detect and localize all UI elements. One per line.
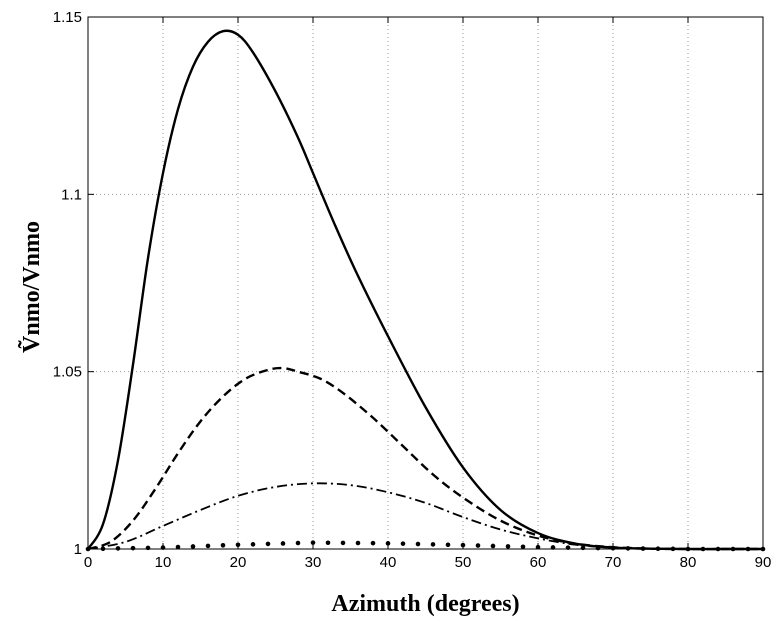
series-dotted-point bbox=[280, 541, 286, 546]
series-dotted-point bbox=[520, 544, 526, 550]
series-dotted-point bbox=[190, 544, 196, 549]
series-dotted-point bbox=[220, 543, 226, 548]
tick-labels: 0 10 20 30 40 50 60 70 80 90 1 1.05 1.1 1.15 bbox=[53, 9, 772, 571]
x-tick-label: 20 bbox=[230, 554, 247, 571]
x-tick-label: 30 bbox=[305, 554, 322, 571]
series-dotted-point bbox=[595, 545, 601, 551]
series-dotted-point bbox=[205, 543, 211, 549]
series-dotted-point bbox=[295, 540, 301, 546]
y-tick-label: 1.15 bbox=[53, 9, 82, 26]
series-dotted-point bbox=[175, 544, 181, 550]
series-dotted-point bbox=[430, 542, 436, 547]
x-tick-label: 70 bbox=[605, 554, 622, 571]
plot-frame bbox=[87, 16, 764, 550]
x-tick-label: 60 bbox=[530, 554, 547, 571]
series-dotted-point bbox=[370, 540, 376, 546]
series-dotted-point bbox=[490, 543, 496, 549]
series-dotted-point bbox=[130, 545, 136, 551]
series-dotted-point bbox=[325, 540, 331, 546]
x-tick-label: 10 bbox=[155, 554, 172, 571]
x-tick-label: 90 bbox=[755, 554, 772, 571]
y-axis-title: Ṽnmo/Vnmo bbox=[19, 221, 45, 353]
series-dotted-point bbox=[445, 542, 451, 548]
y-tick-label: 1.1 bbox=[61, 186, 82, 203]
x-tick-label: 80 bbox=[680, 554, 697, 571]
series-dotted-point bbox=[115, 546, 121, 551]
series-dotted-point bbox=[265, 541, 271, 547]
series-dotted-point bbox=[625, 546, 631, 551]
grid-lines bbox=[88, 17, 763, 549]
x-tick-label: 50 bbox=[455, 554, 472, 571]
series-dotted-point bbox=[505, 544, 511, 549]
series-dotted-point bbox=[310, 540, 316, 545]
y-tick-label: 1 bbox=[74, 541, 82, 558]
series-dotted-point bbox=[415, 541, 421, 547]
series-dotted-point bbox=[250, 542, 256, 547]
series-dotted-point bbox=[475, 543, 481, 548]
series-dotted-point bbox=[400, 541, 406, 546]
series-dotted-point bbox=[340, 540, 346, 546]
y-tick-label: 1.05 bbox=[53, 364, 82, 381]
x-tick-label: 40 bbox=[380, 554, 397, 571]
x-tick-label: 0 bbox=[84, 554, 92, 571]
x-axis-title: Azimuth (degrees) bbox=[331, 591, 519, 617]
series-dotted-point bbox=[355, 540, 361, 546]
plot-border bbox=[87, 16, 764, 550]
